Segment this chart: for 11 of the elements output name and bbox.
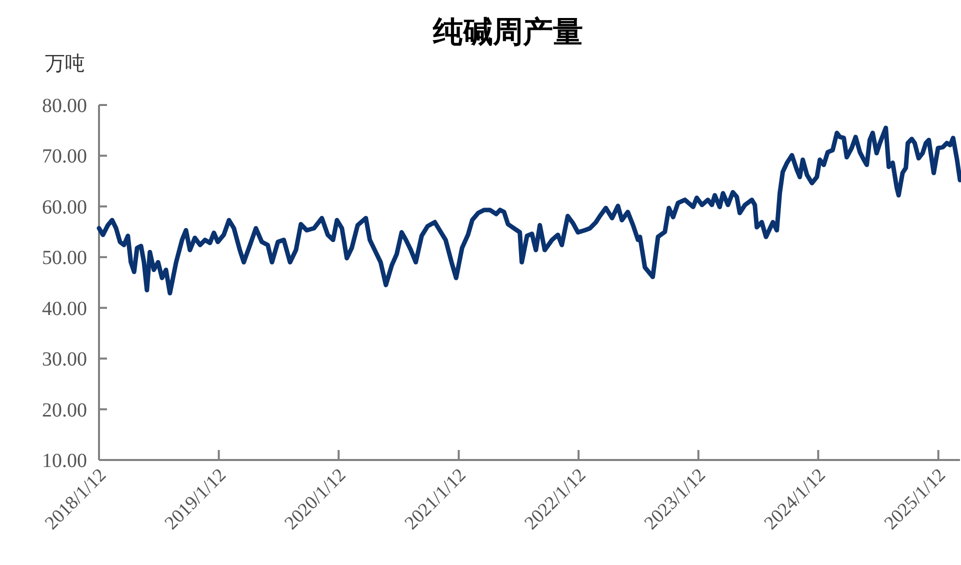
y-tick-label: 50.00: [42, 247, 87, 270]
y-axis-title: 万吨: [45, 53, 85, 75]
y-tick-label: 60.00: [42, 196, 87, 218]
y-tick-label: 70.00: [42, 146, 87, 168]
y-tick-label: 20.00: [42, 399, 87, 422]
y-tick-label: 40.00: [42, 298, 87, 320]
line-series: [96, 126, 961, 296]
y-tick-label: 80.00: [42, 95, 87, 117]
chart-title: 纯碱周产量: [432, 16, 583, 49]
y-tick-label: 10.00: [42, 450, 87, 472]
y-tick-label: 30.00: [42, 348, 87, 371]
